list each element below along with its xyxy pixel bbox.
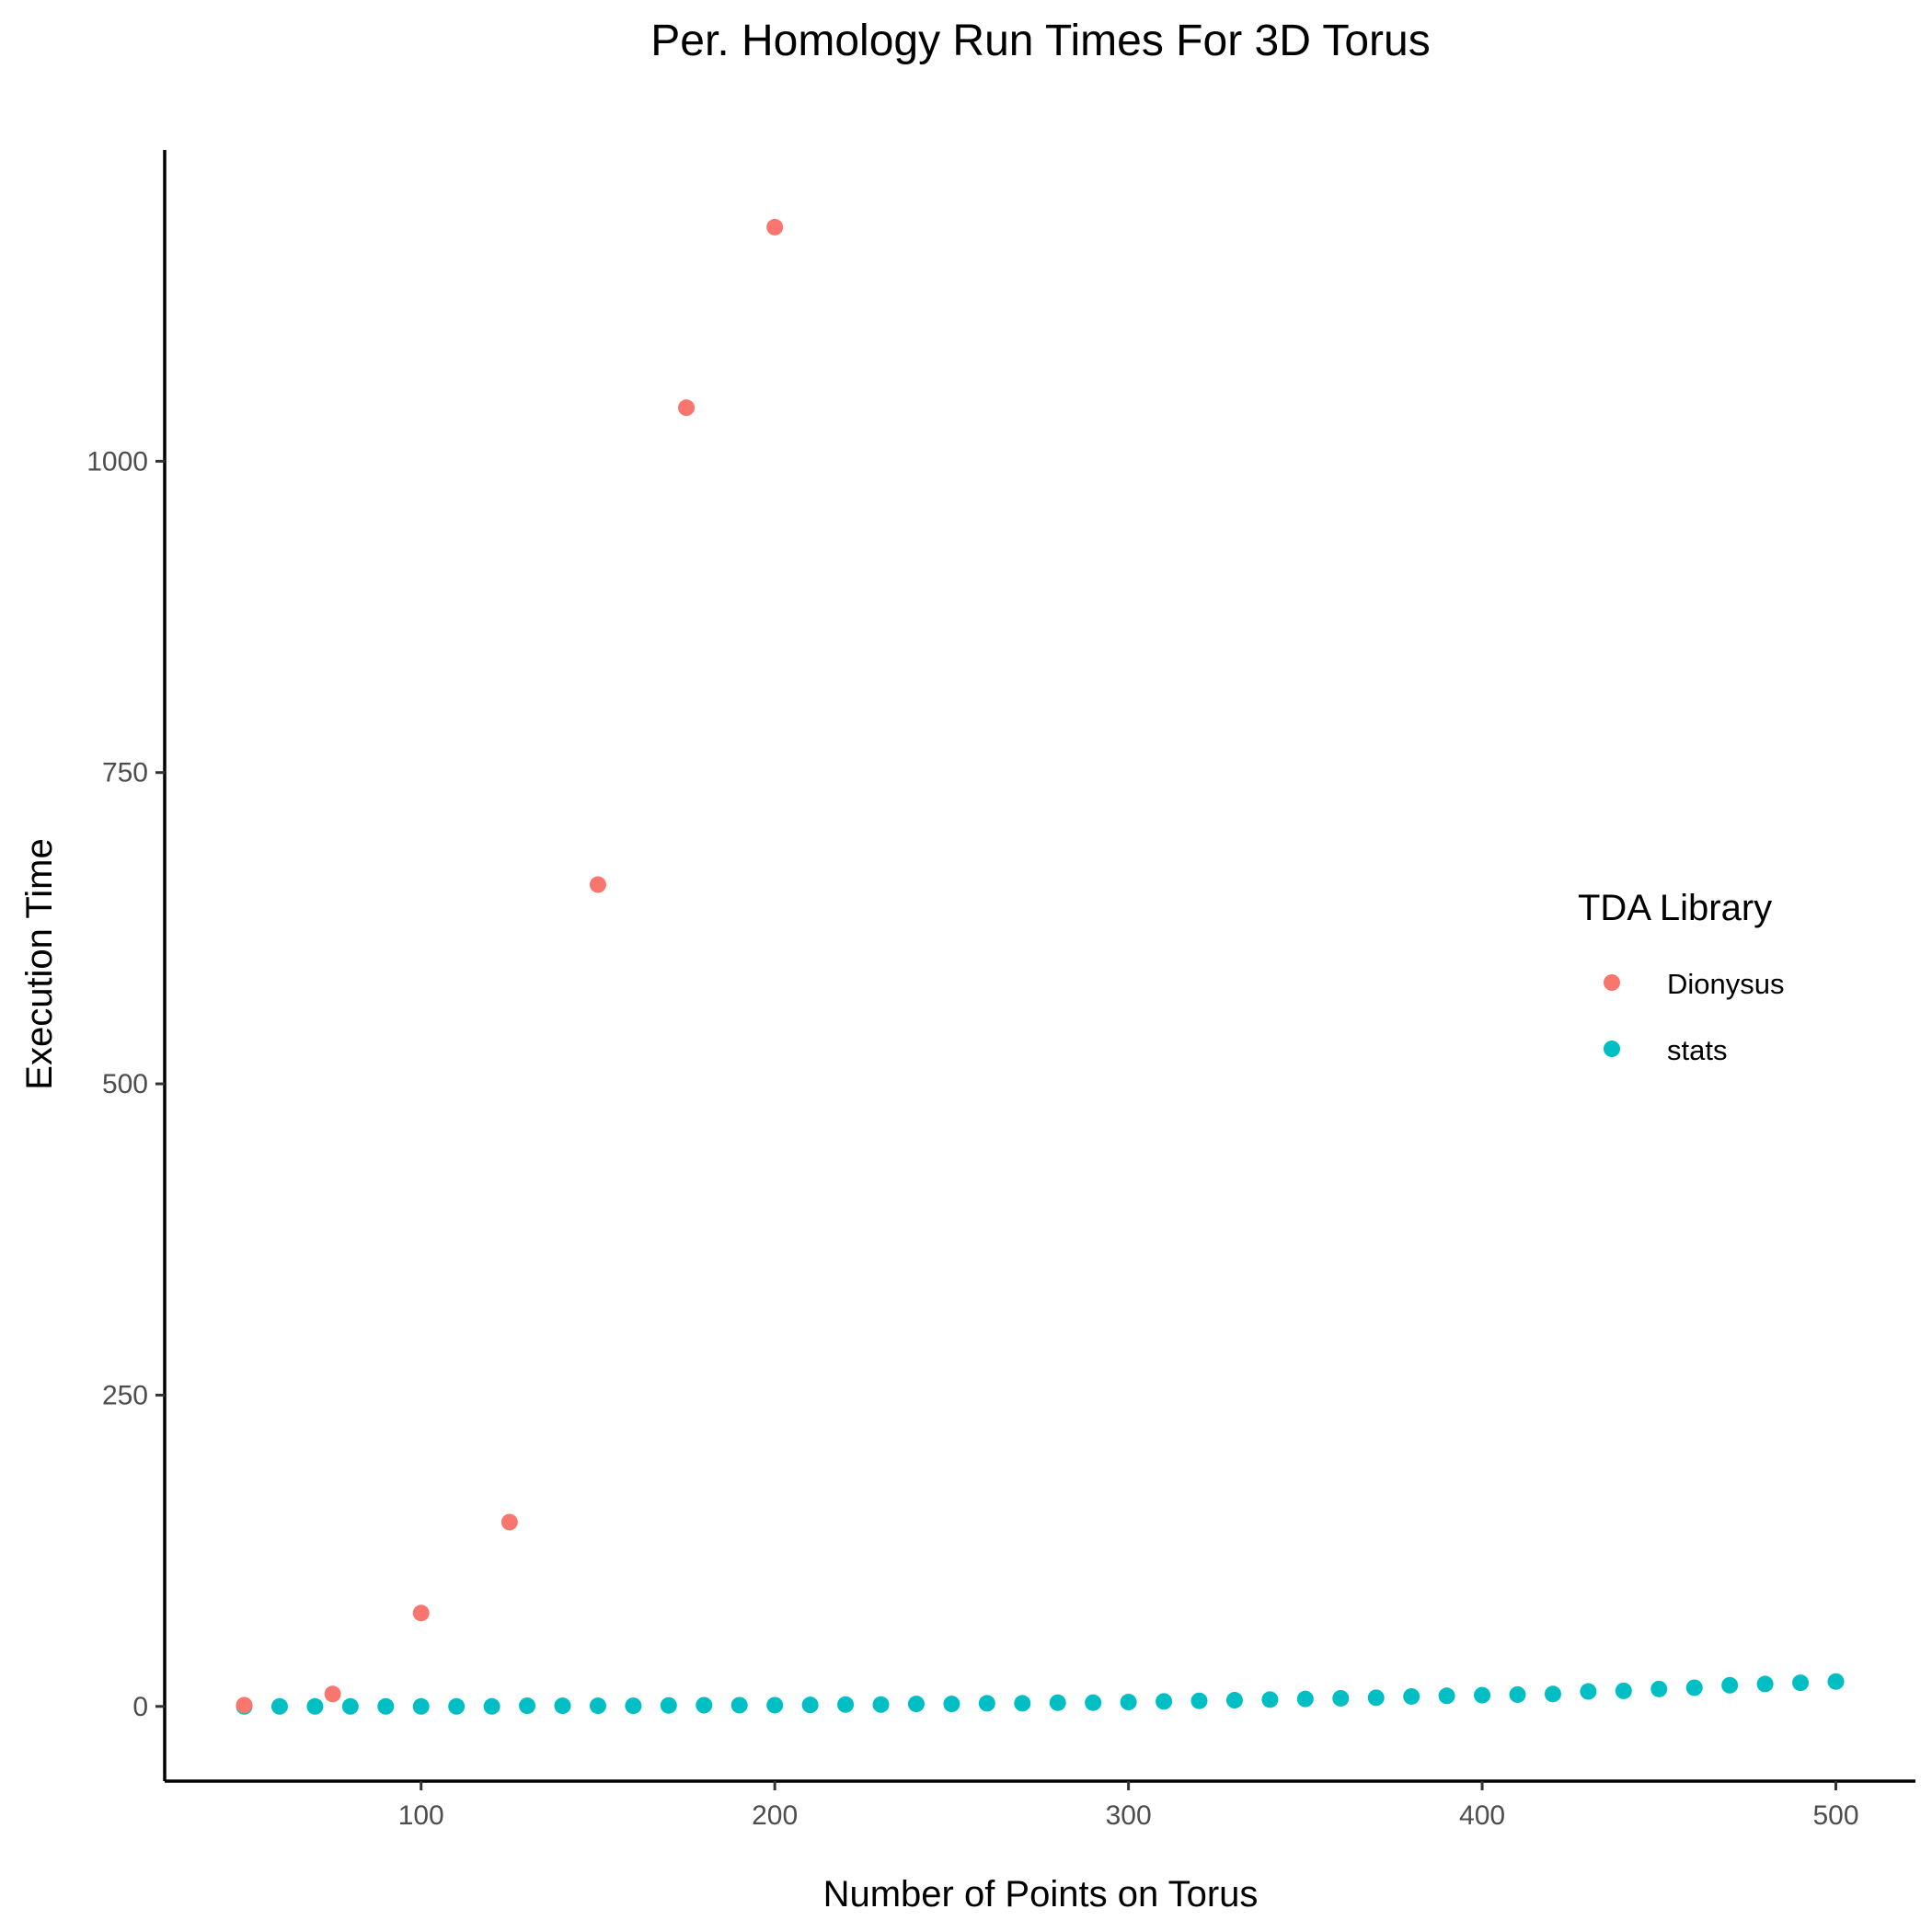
y-tick-label: 0: [132, 1692, 148, 1722]
data-point-stats: [1225, 1692, 1243, 1709]
data-point-stats: [377, 1697, 395, 1715]
data-point-stats: [1156, 1693, 1173, 1710]
data-point-stats: [1792, 1674, 1810, 1692]
y-tick-label: 750: [102, 758, 148, 788]
data-point-stats: [1544, 1685, 1561, 1703]
legend-label-stats: stats: [1667, 1034, 1727, 1066]
y-tick-label: 250: [102, 1380, 148, 1410]
y-axis-title: Execution Time: [19, 838, 60, 1089]
data-point-dionysus: [324, 1685, 341, 1703]
legend-item-dionysus: Dionysus: [1604, 968, 1785, 1000]
data-point-stats: [660, 1696, 677, 1714]
data-point-stats: [1296, 1690, 1314, 1708]
legend-item-stats: stats: [1604, 1034, 1727, 1066]
data-point-stats: [1261, 1691, 1279, 1708]
data-point-stats: [341, 1697, 359, 1715]
data-point-stats: [1367, 1689, 1385, 1707]
data-point-dionysus: [412, 1604, 430, 1622]
plot-points: [236, 218, 1845, 1715]
x-tick-label: 300: [1106, 1800, 1152, 1831]
data-point-stats: [589, 1697, 606, 1715]
legend: TDA Library Dionysus stats: [1578, 888, 1785, 1066]
data-point-stats: [1721, 1676, 1739, 1694]
data-point-stats: [412, 1697, 430, 1715]
data-point-stats: [1014, 1695, 1031, 1712]
series-stats: [236, 1673, 1845, 1715]
data-point-stats: [837, 1696, 855, 1713]
data-point-stats: [1580, 1683, 1597, 1700]
data-point-stats: [1085, 1694, 1102, 1711]
data-point-stats: [270, 1697, 288, 1715]
data-point-stats: [1403, 1687, 1420, 1705]
x-axis-ticks: 100 200 300 400 500: [398, 1781, 1859, 1831]
data-point-stats: [625, 1697, 642, 1715]
legend-title: TDA Library: [1578, 888, 1772, 928]
data-point-stats: [1474, 1686, 1491, 1704]
legend-swatch-stats: [1604, 1041, 1620, 1057]
data-point-dionysus: [678, 399, 696, 417]
data-point-stats: [1615, 1682, 1632, 1699]
data-point-dionysus: [589, 876, 606, 893]
y-tick-label: 500: [102, 1069, 148, 1099]
data-point-dionysus: [766, 218, 784, 236]
data-point-stats: [1190, 1692, 1208, 1709]
data-point-stats: [730, 1696, 748, 1714]
x-tick-label: 500: [1812, 1800, 1858, 1831]
data-point-stats: [1438, 1687, 1455, 1705]
data-point-stats: [1827, 1673, 1845, 1690]
x-tick-label: 100: [398, 1800, 444, 1831]
data-point-stats: [306, 1697, 324, 1715]
legend-label-dionysus: Dionysus: [1667, 968, 1785, 1000]
data-point-stats: [1120, 1694, 1137, 1711]
data-point-stats: [1685, 1679, 1703, 1696]
data-point-stats: [1509, 1685, 1526, 1703]
data-point-stats: [519, 1697, 536, 1715]
data-point-stats: [943, 1696, 960, 1713]
data-point-stats: [483, 1697, 500, 1715]
data-point-stats: [1756, 1675, 1774, 1693]
y-axis-ticks: 0 250 500 750 1000: [86, 446, 165, 1722]
x-tick-label: 400: [1459, 1800, 1505, 1831]
series-dionysus: [236, 218, 784, 1714]
data-point-stats: [1049, 1694, 1066, 1711]
data-point-dionysus: [500, 1513, 518, 1531]
legend-swatch-dionysus: [1604, 974, 1620, 991]
x-tick-label: 200: [752, 1800, 798, 1831]
y-tick-label: 1000: [86, 446, 148, 477]
data-point-stats: [872, 1696, 890, 1713]
data-point-stats: [801, 1696, 819, 1714]
data-point-stats: [766, 1696, 784, 1714]
data-point-stats: [696, 1696, 713, 1714]
data-point-stats: [554, 1697, 571, 1715]
x-axis-title: Number of Points on Torus: [823, 1874, 1259, 1915]
data-point-stats: [1332, 1689, 1350, 1707]
data-point-stats: [978, 1695, 995, 1712]
data-point-stats: [907, 1696, 925, 1713]
chart-title: Per. Homology Run Times For 3D Torus: [650, 17, 1430, 65]
data-point-stats: [1650, 1680, 1668, 1697]
data-point-dionysus: [236, 1696, 253, 1714]
data-point-stats: [448, 1697, 466, 1715]
